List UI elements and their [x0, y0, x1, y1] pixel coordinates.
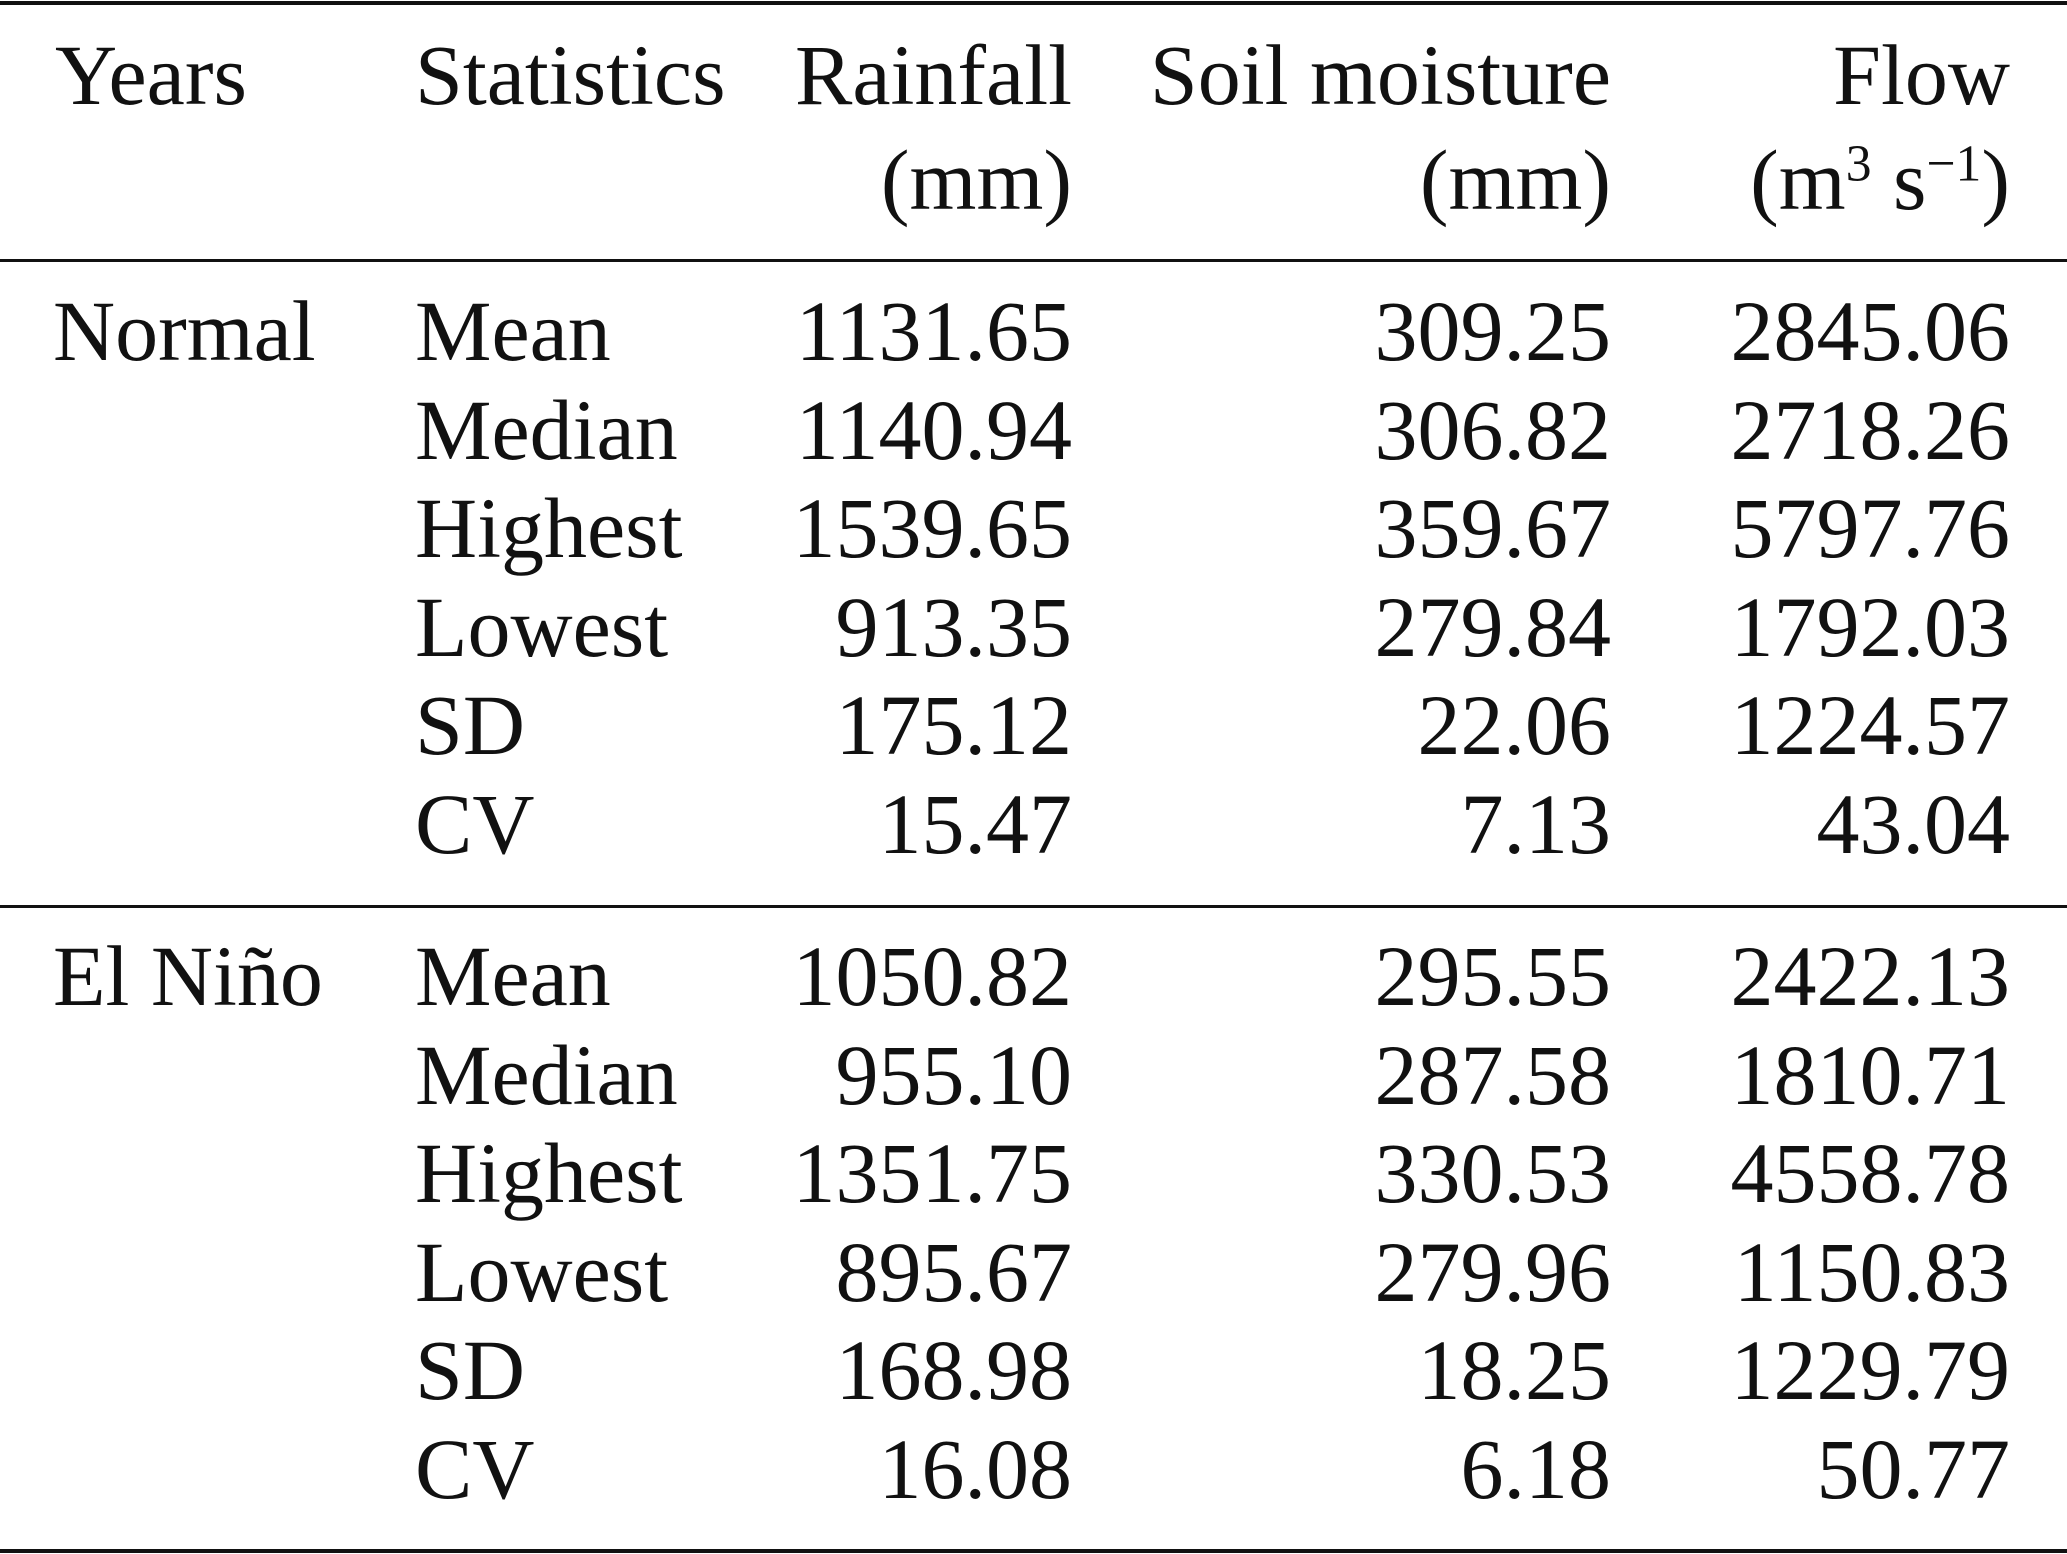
- rainfall-cell: 955.10: [835, 1026, 1073, 1123]
- rainfall-cell: 16.08: [878, 1420, 1073, 1517]
- rainfall-cell: 1140.94: [795, 381, 1072, 478]
- flow-cell: 2718.26: [1730, 381, 2011, 478]
- flow-cell: 1229.79: [1730, 1322, 2011, 1418]
- rainfall-cell: 895.67: [835, 1223, 1073, 1320]
- soil-moisture-cell: 7.13: [1460, 775, 1612, 872]
- flow-unit-exp3: 3: [1845, 135, 1872, 193]
- rainfall-cell: 1050.82: [792, 928, 1073, 1024]
- flow-cell: 2422.13: [1730, 928, 2011, 1024]
- header-years: Years: [55, 27, 247, 123]
- rainfall-cell: 1351.75: [792, 1125, 1073, 1221]
- group-label: El Niño: [53, 928, 323, 1024]
- bottom-rule: [0, 1549, 2067, 1553]
- stat-cell: Highest: [415, 480, 683, 576]
- header-soil-moisture-unit: (mm): [1419, 132, 1611, 228]
- flow-cell: 1224.57: [1730, 677, 2011, 773]
- flow-unit-close: ): [1981, 132, 2010, 228]
- flow-cell: 2845.06: [1730, 283, 2011, 379]
- flow-cell: 1150.83: [1733, 1223, 2010, 1320]
- soil-moisture-cell: 359.67: [1374, 480, 1612, 576]
- rainfall-cell: 1539.65: [792, 480, 1073, 576]
- flow-unit-exp-1: −1: [1926, 135, 1982, 193]
- group-separator-rule: [0, 905, 2067, 908]
- soil-moisture-cell: 306.82: [1374, 381, 1612, 478]
- stat-cell: Highest: [415, 1125, 683, 1221]
- stat-cell: Median: [415, 1026, 678, 1123]
- stat-cell: SD: [415, 1322, 525, 1418]
- header-statistics: Statistics: [415, 27, 726, 123]
- soil-moisture-cell: 22.06: [1417, 677, 1612, 773]
- flow-cell: 1810.71: [1730, 1026, 2011, 1123]
- flow-cell: 1792.03: [1730, 578, 2011, 675]
- header-soil-moisture: Soil moisture: [1149, 27, 1611, 123]
- stat-cell: Median: [415, 381, 678, 478]
- group-label: Normal: [53, 283, 316, 379]
- stat-cell: Mean: [415, 283, 611, 379]
- rainfall-cell: 1131.65: [795, 283, 1072, 379]
- header-rule: [0, 259, 2067, 262]
- soil-moisture-cell: 6.18: [1460, 1420, 1612, 1517]
- stat-cell: SD: [415, 677, 525, 773]
- soil-moisture-cell: 295.55: [1374, 928, 1612, 1024]
- header-flow: Flow: [1833, 27, 2010, 123]
- soil-moisture-cell: 309.25: [1374, 283, 1612, 379]
- stat-cell: CV: [415, 1420, 535, 1517]
- soil-moisture-cell: 279.96: [1374, 1223, 1612, 1320]
- rainfall-cell: 913.35: [835, 578, 1073, 675]
- stat-cell: CV: [415, 775, 535, 872]
- flow-unit-m: (m: [1750, 132, 1846, 228]
- stat-cell: Lowest: [415, 578, 669, 675]
- stat-cell: Lowest: [415, 1223, 669, 1320]
- flow-unit-s: s: [1871, 132, 1927, 228]
- header-rainfall-unit: (mm): [880, 132, 1072, 228]
- header-flow-unit: (m3 s−1): [1750, 137, 2010, 223]
- soil-moisture-cell: 287.58: [1374, 1026, 1612, 1123]
- top-rule: [0, 1, 2067, 5]
- soil-moisture-cell: 18.25: [1417, 1322, 1612, 1418]
- soil-moisture-cell: 330.53: [1374, 1125, 1612, 1221]
- header-rainfall: Rainfall: [794, 27, 1072, 123]
- rainfall-cell: 15.47: [878, 775, 1073, 872]
- flow-cell: 4558.78: [1730, 1125, 2011, 1221]
- flow-cell: 50.77: [1816, 1420, 2011, 1517]
- flow-cell: 43.04: [1816, 775, 2011, 872]
- soil-moisture-cell: 279.84: [1374, 578, 1612, 675]
- flow-cell: 5797.76: [1730, 480, 2011, 576]
- stat-cell: Mean: [415, 928, 611, 1024]
- rainfall-cell: 168.98: [835, 1322, 1073, 1418]
- rainfall-cell: 175.12: [835, 677, 1073, 773]
